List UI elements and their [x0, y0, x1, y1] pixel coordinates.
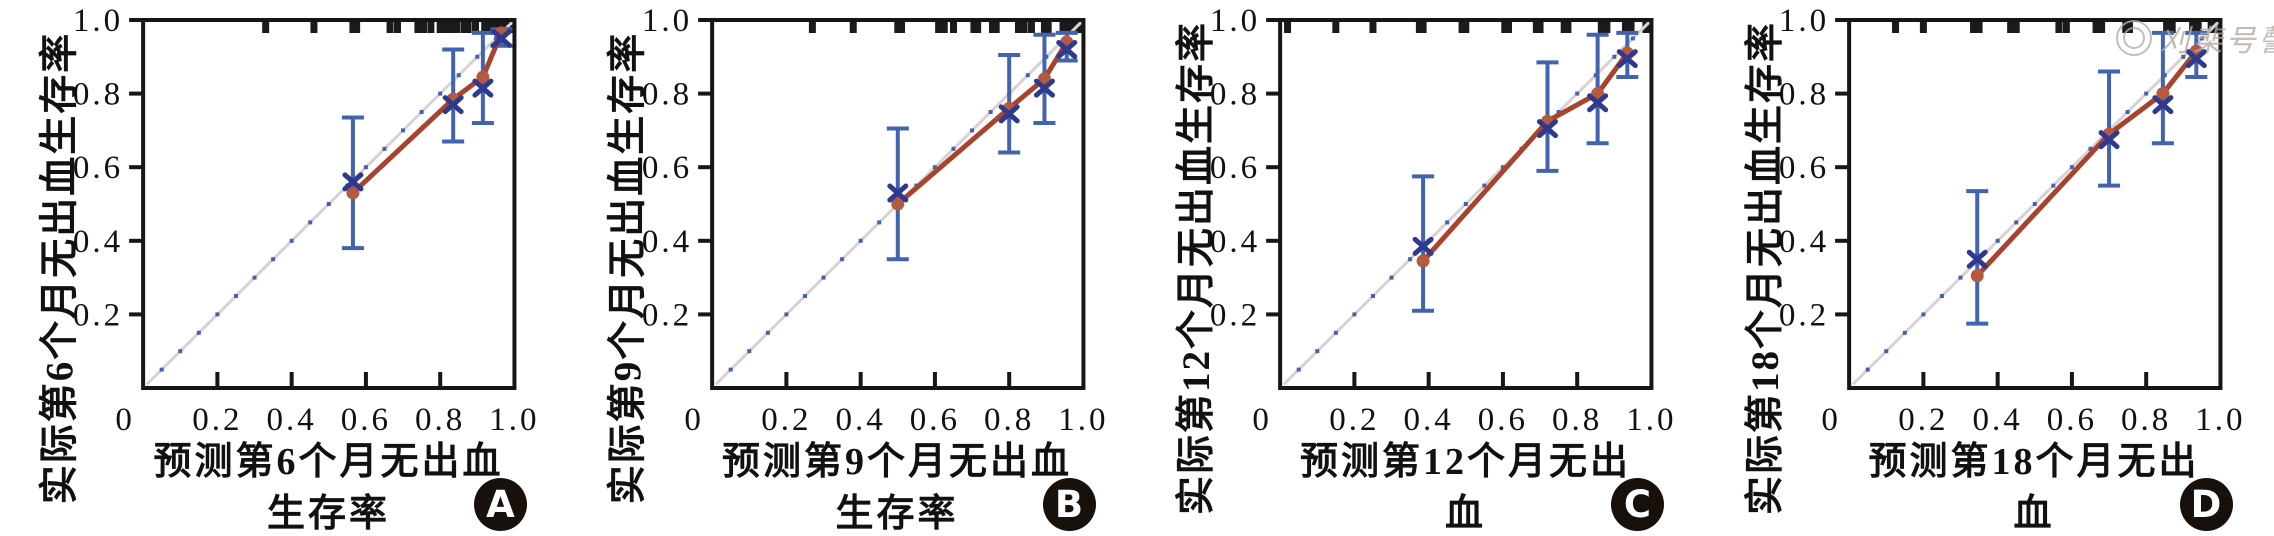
svg-text:0.6: 0.6: [1210, 150, 1260, 186]
svg-text:0.8: 0.8: [1210, 77, 1260, 113]
x-axis-label-line1: 预测第6个月无出血: [153, 441, 504, 483]
calibration-panel-d: 0 0.2 0.2 0.4 0.4 0.6 0.6 0.8 0.8 1.0 1.0 实际第18个月无…: [1706, 0, 2274, 536]
watermark-text: 刈棐号謦仝: [2159, 24, 2274, 59]
svg-text:0.4: 0.4: [1210, 224, 1260, 260]
svg-text:0.2: 0.2: [1898, 402, 1948, 438]
svg-text:0.6: 0.6: [73, 150, 123, 186]
svg-text:0.4: 0.4: [835, 402, 885, 438]
calibration-plot-c: 0 0.2 0.2 0.4 0.4 0.6 0.6 0.8 0.8 1.0 1.0: [1210, 3, 1676, 438]
panel-letter-badge: C: [1611, 478, 1664, 531]
calibration-plot-b: 0 0.2 0.2 0.4 0.4 0.6 0.6 0.8 0.8 1.0 1.0: [641, 3, 1108, 438]
svg-text:0.2: 0.2: [1778, 297, 1828, 333]
watermark-seal-icon: [2115, 20, 2152, 56]
svg-text:0.8: 0.8: [1778, 77, 1828, 113]
svg-text:0.6: 0.6: [1478, 402, 1528, 438]
svg-text:1.0: 1.0: [1778, 3, 1828, 39]
x-axis-label: 预测第6个月无出血 生存率: [143, 436, 514, 536]
svg-text:0: 0: [1252, 402, 1272, 438]
x-axis-label: 预测第9个月无出血 生存率: [712, 436, 1083, 536]
panel-letter-badge: D: [2179, 478, 2233, 531]
svg-text:0.8: 0.8: [73, 77, 123, 113]
svg-text:0.8: 0.8: [2121, 402, 2171, 438]
x-axis-label: 预测第18个月无出血 生存率: [1849, 436, 2220, 536]
svg-text:0.2: 0.2: [192, 402, 242, 438]
svg-text:0.2: 0.2: [73, 297, 123, 333]
svg-text:1.0: 1.0: [1058, 402, 1108, 438]
svg-text:0.8: 0.8: [641, 77, 691, 113]
svg-text:0.8: 0.8: [415, 402, 465, 438]
svg-text:0.6: 0.6: [1778, 150, 1828, 186]
svg-text:0.4: 0.4: [267, 402, 317, 438]
watermark: 刈棐号謦仝: [2115, 16, 2274, 60]
svg-text:0.8: 0.8: [984, 402, 1034, 438]
svg-text:0.2: 0.2: [761, 402, 811, 438]
svg-text:0.6: 0.6: [909, 402, 959, 438]
calibration-plot-a: 0 0.2 0.2 0.4 0.4 0.6 0.6 0.8 0.8 1.0 1.0: [73, 3, 539, 438]
svg-text:0.6: 0.6: [641, 150, 691, 186]
svg-text:0: 0: [684, 402, 704, 438]
x-axis-label-line1: 预测第18个月无出血: [1868, 441, 2200, 535]
svg-text:1.0: 1.0: [73, 3, 123, 39]
svg-text:1.0: 1.0: [489, 402, 539, 438]
panel-letter-badge: B: [1042, 478, 1096, 531]
svg-text:1.0: 1.0: [2195, 402, 2245, 438]
svg-text:0.4: 0.4: [73, 224, 123, 260]
svg-text:0.6: 0.6: [2046, 402, 2096, 438]
svg-text:0.4: 0.4: [1778, 224, 1828, 260]
calibration-panel-c: 0 0.2 0.2 0.4 0.4 0.6 0.6 0.8 0.8 1.0 1.0 实际第12个月无…: [1137, 0, 1706, 536]
svg-text:0.6: 0.6: [341, 402, 391, 438]
calibration-plot-d: 0 0.2 0.2 0.4 0.4 0.6 0.6 0.8 0.8 1.0 1.0: [1778, 3, 2245, 438]
svg-text:1.0: 1.0: [641, 3, 691, 39]
x-axis-label-line1: 预测第12个月无出血: [1299, 441, 1631, 535]
x-axis-label-line1: 预测第9个月无出血: [721, 441, 1072, 483]
panel-letter-badge: A: [474, 478, 527, 531]
calibration-panel-a: 0 0.2 0.2 0.4 0.4 0.6 0.6 0.8 0.8 1.0 1.0 实际第6个月无出…: [0, 0, 569, 536]
svg-text:1.0: 1.0: [1210, 3, 1260, 39]
x-axis-label-line2: 生存率: [835, 493, 959, 535]
svg-text:0.2: 0.2: [1329, 402, 1379, 438]
x-axis-label-line2: 生存率: [266, 493, 390, 535]
calibration-panel-b: 0 0.2 0.2 0.4 0.4 0.6 0.6 0.8 0.8 1.0 1.0 实际第9个月无出…: [569, 0, 1138, 536]
svg-text:0: 0: [115, 402, 135, 438]
svg-text:0.2: 0.2: [641, 297, 691, 333]
svg-text:0.2: 0.2: [1210, 297, 1260, 333]
svg-text:0.4: 0.4: [641, 224, 691, 260]
svg-text:0.8: 0.8: [1552, 402, 1602, 438]
svg-text:1.0: 1.0: [1626, 402, 1676, 438]
svg-text:0.4: 0.4: [1972, 402, 2022, 438]
x-axis-label: 预测第12个月无出血 生存率: [1280, 436, 1651, 536]
svg-text:0.4: 0.4: [1404, 402, 1454, 438]
svg-text:0: 0: [1821, 402, 1841, 438]
